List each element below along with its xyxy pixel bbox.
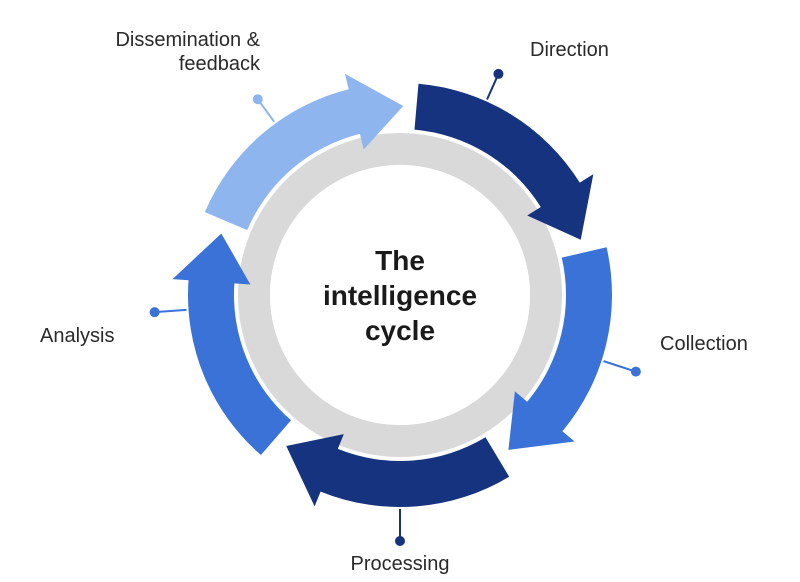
pin-dot-collection — [631, 367, 641, 377]
label-analysis: Analysis — [40, 324, 160, 348]
label-collection: Collection — [660, 332, 800, 356]
center-title: Theintelligencecycle — [260, 243, 540, 348]
pin-dot-analysis — [150, 307, 160, 317]
label-direction: Direction — [530, 38, 730, 62]
pin-dot-direction — [493, 69, 503, 79]
pin-dot-processing — [395, 536, 405, 546]
pin-collection — [604, 361, 636, 372]
label-processing: Processing — [300, 552, 500, 576]
intelligence-cycle-diagram: Theintelligencecycle Dissemination &feed… — [0, 0, 800, 582]
label-dissemination: Dissemination &feedback — [40, 28, 260, 76]
pin-dot-dissemination — [253, 94, 263, 104]
